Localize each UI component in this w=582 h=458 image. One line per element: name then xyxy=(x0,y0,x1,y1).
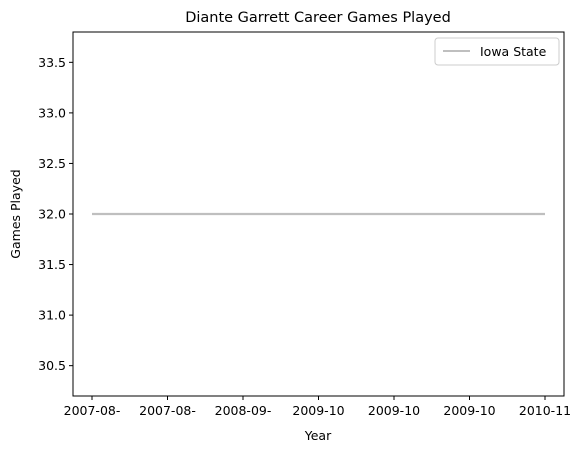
y-tick-label: 32.0 xyxy=(38,207,66,222)
x-tick-label: 2008-09- xyxy=(215,403,272,418)
legend-label: Iowa State xyxy=(480,44,547,59)
x-tick-label: 2010-11 xyxy=(519,403,571,418)
y-tick-label: 33.5 xyxy=(38,55,66,70)
y-axis-label: Games Played xyxy=(8,169,23,258)
chart-title: Diante Garrett Career Games Played xyxy=(185,10,451,26)
y-tick-label: 31.5 xyxy=(38,257,66,272)
y-tick-label: 30.5 xyxy=(38,358,66,373)
x-tick-label: 2009-10 xyxy=(292,403,344,418)
x-tick-label: 2007-08- xyxy=(139,403,196,418)
legend: Iowa State xyxy=(434,37,560,66)
x-axis-label: Year xyxy=(304,428,332,443)
y-tick-label: 33.0 xyxy=(38,105,66,120)
x-axis: 2007-08- 2007-08- 2008-09- 2009-10 2009-10 20… xyxy=(64,396,571,418)
x-tick-label: 2007-08- xyxy=(64,403,121,418)
y-tick-label: 31.0 xyxy=(38,308,66,323)
legend-box xyxy=(434,37,560,66)
x-tick-label: 2009-10 xyxy=(443,403,495,418)
y-axis: 30.5 31.0 31.5 32.0 32.5 33.0 33.5 xyxy=(38,55,73,373)
y-tick-label: 32.5 xyxy=(38,156,66,171)
x-tick-label: 2009-10 xyxy=(368,403,420,418)
